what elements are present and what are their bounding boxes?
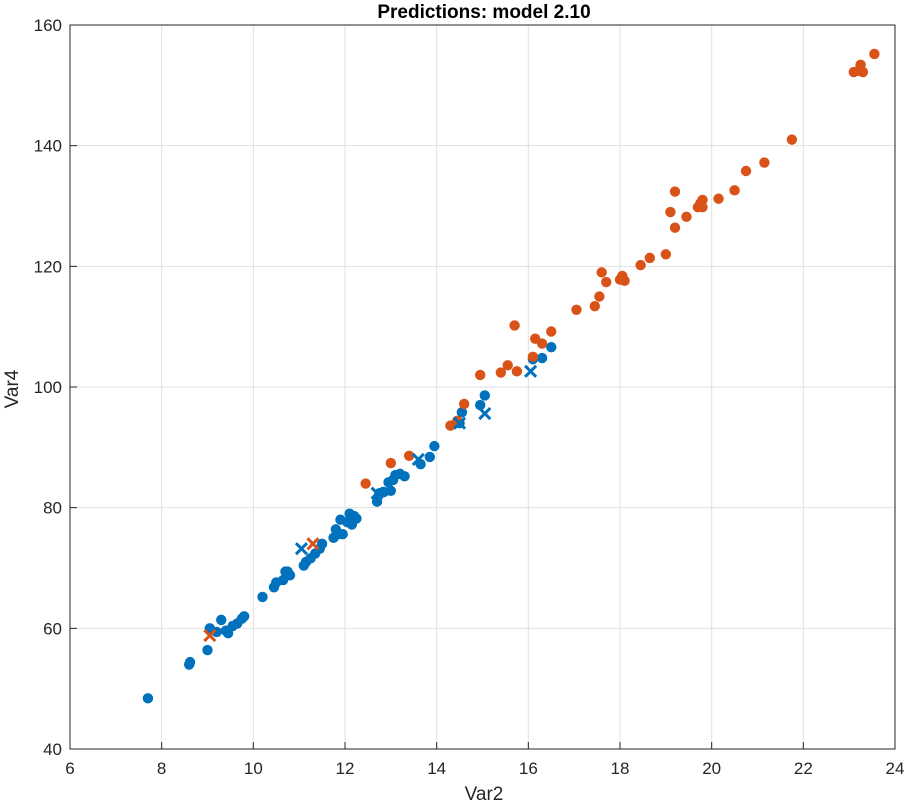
data-point xyxy=(527,351,539,363)
data-point xyxy=(403,450,415,461)
data-point xyxy=(729,185,740,196)
data-point xyxy=(536,338,548,349)
chart-title: Predictions: model 2.10 xyxy=(377,2,590,23)
data-point xyxy=(351,513,362,524)
data-point xyxy=(665,206,676,218)
data-point xyxy=(316,538,328,550)
data-point xyxy=(429,440,440,452)
data-point-x-marker xyxy=(453,416,467,430)
data-points xyxy=(142,48,880,704)
x-tick-label: 18 xyxy=(611,759,630,778)
axis-ticks: 6 8 10 12 14 16 18 20 22 24 40 60 80 100 120 140 160 xyxy=(34,16,905,778)
data-point xyxy=(786,134,798,145)
data-point xyxy=(509,320,520,331)
data-point xyxy=(458,398,470,410)
x-tick-label: 20 xyxy=(702,759,721,778)
data-point xyxy=(759,157,770,168)
data-point xyxy=(142,693,154,704)
y-tick-label: 160 xyxy=(34,16,62,35)
data-point xyxy=(546,341,557,353)
data-point xyxy=(257,591,268,603)
data-point xyxy=(475,399,486,411)
y-axis-label: Var4 xyxy=(2,369,23,408)
data-point xyxy=(596,267,607,278)
data-point xyxy=(502,360,513,371)
data-point-x-marker xyxy=(294,542,309,556)
data-point xyxy=(536,352,548,364)
data-point xyxy=(495,367,507,378)
data-point-x-marker xyxy=(478,406,492,421)
data-point-x-marker xyxy=(370,486,384,500)
data-point xyxy=(681,211,692,223)
data-point xyxy=(635,259,646,271)
x-tick-label: 24 xyxy=(886,759,905,778)
data-point-x-marker xyxy=(411,452,425,466)
x-tick-label: 10 xyxy=(244,759,263,778)
data-point xyxy=(740,165,752,177)
x-axis-label: Var2 xyxy=(465,784,504,805)
data-point xyxy=(202,644,213,656)
y-tick-label: 120 xyxy=(34,257,62,276)
data-point xyxy=(660,249,672,260)
data-point xyxy=(857,66,869,78)
y-tick-label: 60 xyxy=(43,619,62,638)
data-point xyxy=(284,570,296,581)
x-tick-label: 8 xyxy=(157,759,166,778)
data-point-x-marker xyxy=(306,537,320,551)
data-point xyxy=(385,457,397,469)
data-point xyxy=(601,276,612,288)
data-point xyxy=(697,194,708,206)
data-point xyxy=(669,186,681,197)
data-point xyxy=(385,485,397,496)
x-tick-label: 14 xyxy=(427,759,446,778)
data-point-x-marker xyxy=(524,364,538,378)
data-point xyxy=(456,407,468,418)
y-tick-label: 80 xyxy=(43,499,62,518)
data-point xyxy=(644,252,655,264)
y-tick-label: 140 xyxy=(34,137,62,156)
data-point xyxy=(479,390,490,401)
data-point xyxy=(184,656,196,668)
data-point xyxy=(360,478,371,489)
data-point xyxy=(697,202,708,213)
data-point xyxy=(713,193,724,204)
data-point xyxy=(511,366,523,377)
y-tick-label: 100 xyxy=(34,378,62,397)
data-point xyxy=(399,471,410,482)
x-tick-label: 6 xyxy=(65,759,74,778)
data-point xyxy=(594,291,605,302)
data-point xyxy=(238,611,250,622)
data-point xyxy=(619,275,630,287)
data-point xyxy=(216,614,227,626)
data-point xyxy=(546,326,557,337)
x-tick-label: 12 xyxy=(336,759,355,778)
data-point xyxy=(571,304,582,315)
data-point xyxy=(669,222,681,233)
x-tick-label: 22 xyxy=(794,759,813,778)
data-point xyxy=(371,496,383,507)
data-point xyxy=(869,48,880,60)
y-tick-label: 40 xyxy=(43,740,62,759)
x-tick-label: 16 xyxy=(519,759,538,778)
data-point xyxy=(337,529,348,540)
data-point xyxy=(475,369,486,381)
data-point-x-marker xyxy=(203,629,217,643)
data-point xyxy=(424,451,435,463)
data-point xyxy=(589,300,600,312)
